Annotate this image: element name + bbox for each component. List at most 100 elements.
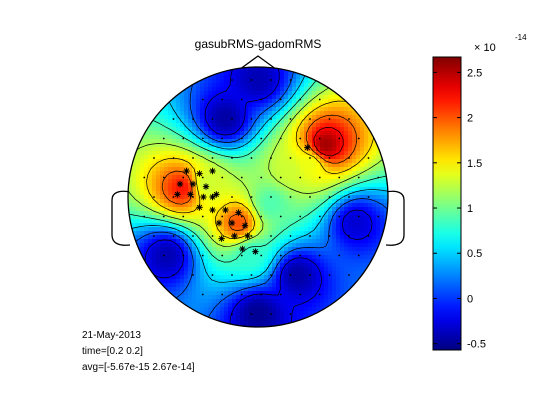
heat-cell [216,283,221,288]
heat-cell [232,295,237,300]
heat-cell [228,187,233,192]
heat-cell [332,103,337,108]
heat-cell [356,171,361,176]
heat-cell [260,127,265,132]
heat-cell [252,263,257,268]
heat-cell [292,71,297,76]
heat-cell [320,183,325,188]
heat-cell [344,123,349,128]
heat-cell [204,271,209,276]
heat-cell [156,131,161,136]
heat-cell [336,195,341,200]
heat-cell [268,263,273,268]
heat-cell [296,259,301,264]
heat-cell [372,191,377,196]
heat-cell [288,127,293,132]
heat-cell [260,151,265,156]
significant-electrode-marker [209,193,216,201]
heat-cell [232,179,237,184]
heat-cell [376,171,381,176]
heat-cell [220,207,225,212]
heat-cell [196,271,201,276]
electrode-dot [201,98,204,101]
heat-cell [308,307,313,312]
heat-cell [248,147,253,152]
heat-cell [356,275,361,280]
heat-cell [276,259,281,264]
heat-cell [276,295,281,300]
heat-cell [192,287,197,292]
heat-cell [156,255,161,260]
heat-cell [368,143,373,148]
heat-cell [192,259,197,264]
heat-cell [208,295,213,300]
heat-cell [316,195,321,200]
significant-electrode-marker [235,209,242,216]
heat-cell [256,171,261,176]
heat-cell [316,267,321,272]
heat-cell [132,223,137,228]
heat-cell [200,239,205,244]
heat-cell [228,307,233,312]
heat-cell [340,175,345,180]
heat-cell [200,283,205,288]
heat-cell [188,283,193,288]
electrode-dot [318,137,321,140]
heat-cell [312,159,317,164]
heat-cell [312,179,317,184]
heat-cell [256,247,261,252]
heat-cell [308,103,313,108]
heat-cell [324,303,329,308]
heat-cell [168,111,173,116]
heat-cell [340,275,345,280]
heat-cell [132,175,137,180]
heat-cell [352,271,357,276]
heat-cell [144,159,149,164]
heat-cell [204,111,209,116]
heat-cell [332,239,337,244]
electrode-dot [250,274,253,276]
heat-cell [192,95,197,100]
heat-cell [156,183,161,188]
electrode-dot [309,235,311,237]
heat-cell [264,303,269,308]
heat-cell [336,139,341,144]
heat-cell [308,79,313,84]
heat-cell [208,227,213,232]
heat-cell [252,191,257,196]
heat-cell [164,147,169,152]
heat-cell [268,111,273,116]
heat-cell [276,203,281,208]
heat-cell [288,243,293,248]
heat-cell [220,239,225,244]
heat-cell [208,179,213,184]
heat-cell [324,291,329,296]
heat-cell [196,123,201,128]
heat-cell [340,103,345,108]
heat-cell [260,267,265,272]
electrode-dot [231,274,233,276]
heat-cell [288,99,293,104]
heat-cell [208,207,213,212]
heat-cell [232,239,237,244]
heat-cell [148,219,153,224]
heat-cell [284,235,289,240]
heat-cell [236,227,241,232]
heat-cell [340,187,345,192]
heat-cell [256,267,261,272]
electrode-dot [299,176,302,179]
heat-cell [160,215,165,220]
electrode-dot [348,157,350,159]
electrode-dot [270,274,272,276]
heat-cell [236,115,241,120]
heat-cell [252,123,257,128]
heat-cell [224,263,229,268]
heat-cell [300,167,305,172]
heat-cell [216,207,221,212]
heat-cell [340,167,345,172]
heat-cell [316,219,321,224]
heat-cell [300,291,305,296]
heat-cell [224,315,229,320]
heat-cell [276,223,281,228]
heat-cell [168,247,173,252]
